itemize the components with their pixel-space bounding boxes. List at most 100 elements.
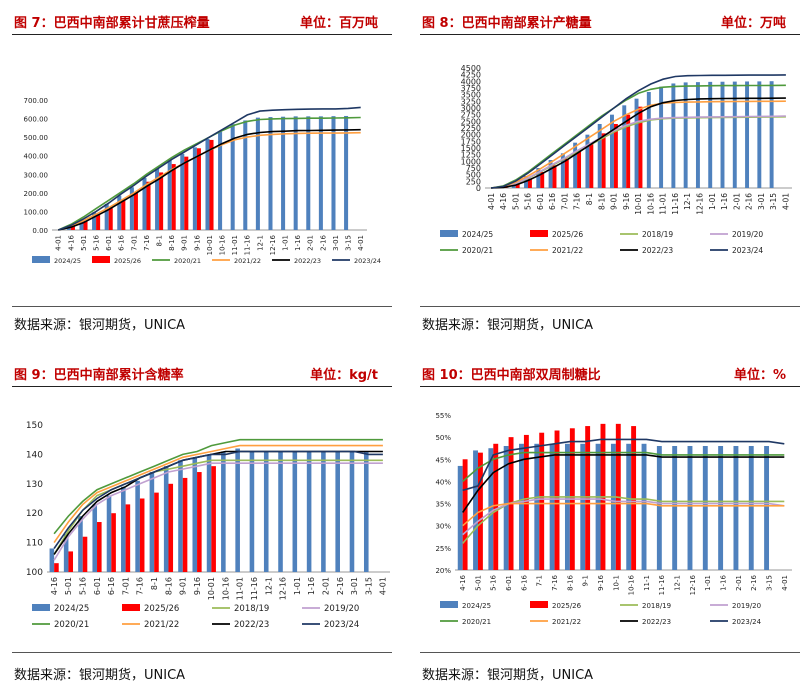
- y-tick-label: 0.00: [32, 227, 48, 235]
- panel-divider: [420, 652, 800, 653]
- x-tick-label: 10-16: [219, 234, 227, 255]
- bar-2025-26: [564, 158, 569, 188]
- x-tick-label: 4-01: [781, 575, 789, 591]
- x-tick-label: 2-01: [735, 575, 743, 591]
- y-tick-label: 0: [476, 184, 481, 193]
- x-tick-label: 1-01: [282, 235, 290, 251]
- bar-2025-26: [589, 142, 594, 188]
- bar-2024-25: [708, 81, 713, 188]
- legend-label: 2024/25: [462, 230, 493, 239]
- bar-2024-25: [349, 451, 355, 572]
- y-tick-label: 600.00: [24, 116, 49, 124]
- x-tick-label: 3-01: [757, 193, 766, 210]
- legend-label: 2022/23: [294, 257, 321, 265]
- legend-label: 2023/24: [732, 618, 762, 626]
- x-tick-label: 5-16: [524, 193, 533, 210]
- x-tick-label: 9-16: [597, 574, 605, 590]
- y-tick-label: 130: [26, 480, 43, 490]
- bar-2024-25: [646, 92, 651, 188]
- x-tick-label: 10-01: [207, 577, 216, 600]
- bar-2024-25: [293, 116, 298, 230]
- x-tick-label: 4-01: [55, 235, 63, 251]
- bar-2024-25: [720, 81, 725, 188]
- bar-2025-26: [196, 148, 201, 230]
- legend-label: 2020/21: [174, 257, 201, 265]
- y-tick-label: 750: [466, 164, 481, 173]
- source-note: 数据来源：银河期货，UNICA: [422, 318, 594, 333]
- bar-2024-25: [192, 147, 197, 230]
- x-tick-label: 8-1: [156, 235, 164, 246]
- bar-2024-25: [278, 451, 283, 572]
- line-2021-22: [491, 100, 786, 189]
- line-2022-23: [491, 97, 786, 189]
- bar-2024-25: [597, 124, 602, 188]
- bar-2025-26: [125, 504, 131, 572]
- legend-label: 2022/23: [642, 246, 673, 255]
- legend-label: 2024/25: [462, 602, 491, 610]
- chart-unit: 单位：百万吨: [299, 16, 378, 31]
- source-note: 数据来源：银河期货，UNICA: [14, 668, 186, 683]
- y-tick-label: 140: [26, 450, 43, 460]
- bar-2024-25: [192, 457, 198, 572]
- line-2020-21: [490, 84, 786, 189]
- bar-2025-26: [539, 432, 545, 570]
- bar-2024-25: [167, 160, 172, 230]
- legend-swatch: [32, 256, 50, 263]
- x-tick-label: 7-16: [143, 234, 151, 250]
- x-tick-label: 6-01: [536, 193, 545, 210]
- line-2020-21: [462, 451, 785, 483]
- panel-fig8: 图 8：巴西中南部累计产糖量 单位：万吨 0 250 500 750 1000 1250 1…: [420, 8, 800, 338]
- x-tick-label: 4-16: [50, 577, 59, 595]
- bar-2024-25: [79, 219, 84, 230]
- legend-swatch: [32, 604, 50, 611]
- legend-swatch: [92, 256, 110, 263]
- bar-2024-25: [163, 466, 169, 572]
- legend-label: 2021/22: [552, 246, 583, 255]
- bar-2024-25: [129, 187, 134, 230]
- x-tick-label: 5-01: [80, 235, 88, 251]
- x-tick-label: 10-16: [221, 577, 230, 600]
- y-tick-label: 2500: [461, 117, 481, 126]
- bar-2024-25: [292, 451, 298, 572]
- bar-2024-25: [363, 451, 369, 572]
- bar-2024-25: [718, 446, 724, 570]
- bar-2024-25: [564, 443, 570, 570]
- bar-2024-25: [92, 212, 97, 230]
- bar-2025-26: [70, 226, 75, 230]
- bar-2024-25: [488, 448, 494, 570]
- bar-2024-25: [49, 548, 55, 572]
- y-tick-label: 2750: [461, 111, 481, 120]
- x-tick-label: 1-16: [307, 577, 316, 595]
- x-tick-label: 2-01: [732, 193, 741, 210]
- chart-title: 图 9：巴西中南部累计含糖率: [14, 368, 184, 383]
- bar-2025-26: [182, 477, 188, 572]
- x-tick-label: 7-16: [551, 574, 559, 590]
- legend-label: 2020/21: [54, 620, 89, 630]
- x-tick-label: 7-01: [560, 193, 569, 210]
- legend-label: 2019/20: [732, 602, 761, 610]
- bar-2025-26: [83, 221, 88, 230]
- bar-2024-25: [457, 465, 463, 570]
- x-tick-label: 4-01: [781, 193, 790, 210]
- legend-label: 2025/26: [552, 230, 583, 239]
- y-tick-label: 3000: [461, 104, 481, 113]
- bar-2025-26: [552, 165, 557, 188]
- bar-2024-25: [318, 116, 323, 230]
- x-tick-label: 12-1: [256, 235, 264, 251]
- legend-label: 2023/24: [732, 246, 763, 255]
- bar-2025-26: [154, 492, 159, 572]
- x-tick-label: 12-16: [269, 234, 277, 255]
- x-tick-label: 1-01: [708, 193, 717, 210]
- line-2018-19: [462, 496, 785, 544]
- line-2019-20: [462, 498, 785, 536]
- legend-label: 2023/24: [354, 257, 381, 265]
- legend-label: 2018/19: [642, 230, 673, 239]
- bar-2024-25: [218, 131, 223, 230]
- bar-2025-26: [515, 184, 520, 188]
- x-tick-label: 3-01: [350, 577, 359, 595]
- bar-2025-26: [209, 139, 214, 230]
- x-tick-label: 4-16: [67, 234, 75, 250]
- y-tick-label: 2250: [461, 124, 481, 133]
- x-tick-label: 8-1: [150, 577, 159, 590]
- line-2022-23: [58, 128, 361, 231]
